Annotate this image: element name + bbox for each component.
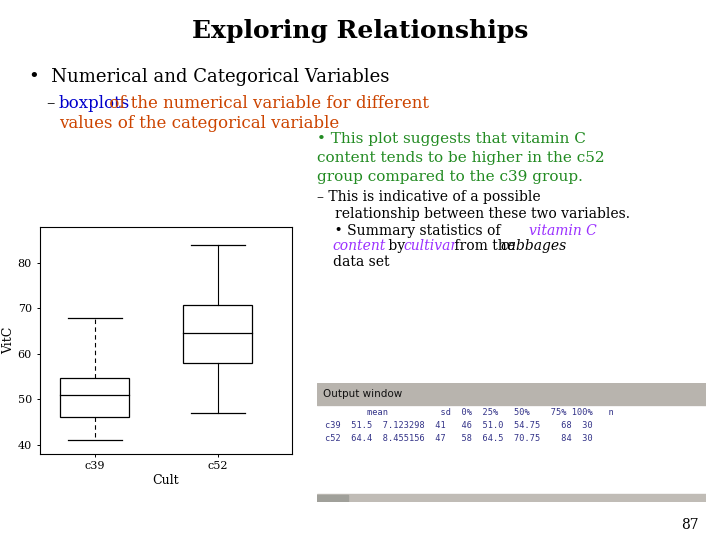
Text: • Summary statistics of: • Summary statistics of [317, 224, 505, 238]
Text: • This plot suggests that vitamin C: • This plot suggests that vitamin C [317, 132, 585, 146]
Text: – This is indicative of a possible: – This is indicative of a possible [317, 190, 541, 204]
Y-axis label: VitC: VitC [2, 327, 15, 354]
Text: cabbages: cabbages [500, 239, 567, 253]
Bar [317, 383, 706, 405]
Text: mean          sd  0%  25%   50%    75% 100%   n
c39  51.5  7.123298  41   46  51: mean sd 0% 25% 50% 75% 100% n c39 51.5 7… [325, 408, 613, 443]
Text: content tends to be higher in the c52: content tends to be higher in the c52 [317, 151, 604, 165]
Text: values of the categorical variable: values of the categorical variable [59, 115, 339, 132]
Bar [320, 407, 703, 495]
Text: vitamin C: vitamin C [529, 224, 597, 238]
Bar [317, 495, 348, 502]
Text: 87: 87 [681, 518, 698, 532]
Text: Output window: Output window [323, 389, 402, 399]
X-axis label: Cult: Cult [153, 474, 179, 487]
Text: cultivar: cultivar [403, 239, 457, 253]
Text: of the numerical variable for different: of the numerical variable for different [104, 94, 429, 111]
Text: by: by [384, 239, 409, 253]
Text: group compared to the c39 group.: group compared to the c39 group. [317, 170, 582, 184]
Text: data set: data set [333, 255, 389, 269]
Text: content: content [333, 239, 386, 253]
Text: from the: from the [450, 239, 519, 253]
Bar [184, 305, 252, 363]
Text: •  Numerical and Categorical Variables: • Numerical and Categorical Variables [29, 68, 390, 85]
Text: –: – [47, 94, 60, 111]
Bar [60, 377, 130, 417]
Text: relationship between these two variables.: relationship between these two variables… [335, 207, 630, 221]
Text: boxplots: boxplots [59, 94, 130, 111]
Text: Exploring Relationships: Exploring Relationships [192, 19, 528, 43]
Bar [317, 495, 706, 502]
